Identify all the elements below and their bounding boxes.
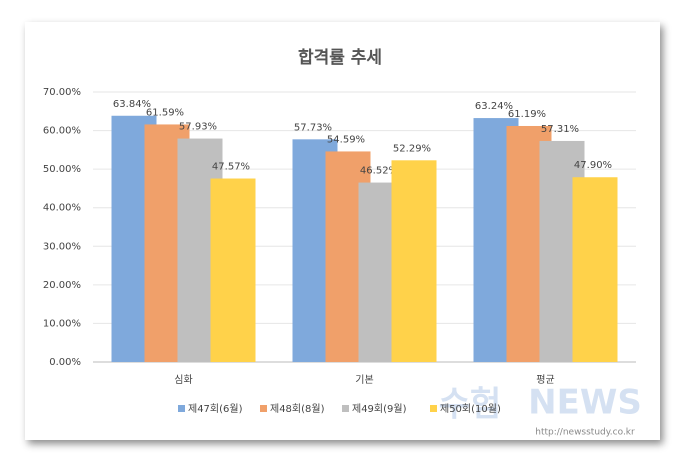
value-label: 46.52% xyxy=(360,166,398,177)
value-label: 57.93% xyxy=(179,122,217,133)
y-tick-label: 10.00% xyxy=(43,318,81,329)
legend-label: 제48회(8월) xyxy=(270,403,325,415)
x-tick-label: 기본 xyxy=(355,374,373,386)
value-label: 57.73% xyxy=(294,122,332,133)
watermark-name: NEWS xyxy=(528,383,642,423)
y-tick-label: 30.00% xyxy=(43,241,81,252)
legend-swatch xyxy=(430,405,437,412)
value-label: 47.57% xyxy=(212,162,250,173)
legend-swatch xyxy=(342,405,349,412)
bar xyxy=(210,178,256,362)
value-label: 47.90% xyxy=(574,160,612,171)
legend-swatch xyxy=(260,405,267,412)
x-tick-label: 평균 xyxy=(536,374,554,386)
value-label: 61.19% xyxy=(508,109,546,120)
chart-title: 합격률 추세 xyxy=(298,47,382,68)
y-tick-label: 40.00% xyxy=(43,203,81,214)
value-label: 54.59% xyxy=(327,134,365,145)
value-label: 61.59% xyxy=(146,107,184,118)
legend-label: 제50회(10월) xyxy=(440,403,501,415)
value-label: 63.84% xyxy=(113,99,151,110)
legend-label: 제47회(6월) xyxy=(188,403,243,415)
bar xyxy=(572,177,618,362)
value-label: 52.29% xyxy=(393,143,431,154)
y-tick-label: 70.00% xyxy=(43,87,81,98)
y-tick-label: 0.00% xyxy=(49,357,81,368)
y-tick-label: 50.00% xyxy=(43,164,81,175)
y-tick-label: 20.00% xyxy=(43,280,81,291)
x-tick-label: 심화 xyxy=(174,374,192,386)
bar xyxy=(391,160,437,362)
watermark-url: http://newsstudy.co.kr xyxy=(535,428,635,438)
value-label: 57.31% xyxy=(541,124,579,135)
y-tick-label: 60.00% xyxy=(43,126,81,137)
watermark-brand: 수험 xyxy=(439,385,502,425)
legend-swatch xyxy=(178,405,185,412)
value-label: 63.24% xyxy=(475,101,513,112)
legend-label: 제49회(9월) xyxy=(352,403,407,415)
